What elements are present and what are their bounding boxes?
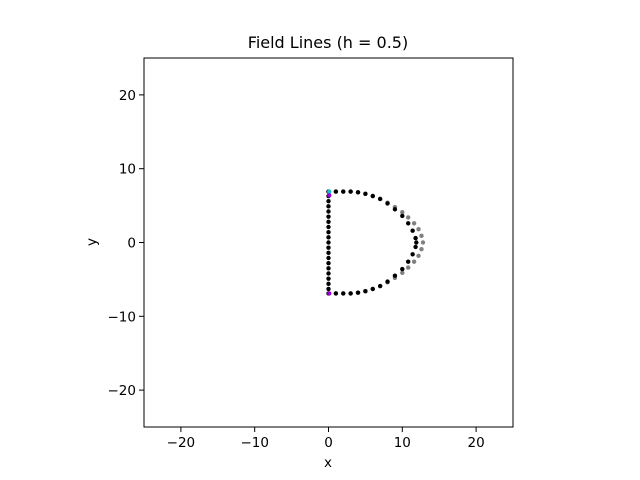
series-0-point-16	[419, 246, 424, 252]
y-tick-label-2: 0	[127, 236, 136, 252]
series-1-point-12	[410, 228, 415, 233]
series-1-point-9	[392, 207, 398, 212]
axis-ticks: −20 −10 0 10 20 −20 −10 0 10 20	[108, 88, 485, 451]
series-1-point-8	[385, 201, 390, 206]
series-1-point-13	[413, 235, 418, 241]
data-marks	[326, 189, 426, 296]
series-1-point-39	[326, 235, 331, 240]
series-1-point-44	[326, 209, 331, 214]
series-0-point-15	[420, 240, 426, 245]
series-0-point-12	[411, 221, 417, 226]
series-1-point-33	[326, 266, 331, 271]
series-1-point-43	[326, 214, 331, 219]
chart-title: Field Lines (h = 0.5)	[248, 33, 408, 52]
series-1-point-31	[326, 276, 331, 281]
x-tick-label-4: 20	[468, 435, 485, 451]
plot-frame	[143, 57, 514, 428]
x-axis-label: x	[324, 455, 332, 471]
series-1-point-15	[413, 244, 418, 250]
series-1-point-17	[406, 259, 411, 264]
series-0-point-19	[406, 265, 411, 270]
series-1-point-20	[385, 279, 390, 284]
series-1-point-24	[355, 290, 361, 295]
series-3-point-0	[327, 193, 332, 198]
series-1-point-18	[400, 266, 405, 272]
series-1-point-27	[333, 291, 339, 296]
series-1-point-21	[377, 283, 383, 289]
series-1-point-16	[410, 252, 415, 257]
series-1-point-7	[377, 196, 383, 202]
series-1-point-11	[406, 221, 411, 226]
series-1-point-3	[348, 189, 353, 194]
series-1-point-30	[326, 281, 331, 287]
series-1-point-35	[326, 255, 331, 261]
series-1-point-14	[414, 240, 419, 245]
series-1-point-25	[348, 291, 353, 296]
x-tick-label-2: 0	[324, 435, 333, 451]
series-1-point-34	[326, 260, 331, 266]
series-0-point-20	[400, 270, 405, 275]
series-3-point-1	[327, 291, 332, 296]
series-0-point-11	[406, 215, 411, 220]
series-1-point-22	[370, 286, 375, 292]
series-1-point-2	[341, 189, 346, 194]
series-1-point-10	[400, 213, 405, 219]
y-axis-label: y	[84, 238, 100, 246]
series-1-point-42	[326, 219, 331, 225]
series-0-point-18	[411, 259, 417, 264]
series-0-point-10	[400, 210, 405, 215]
series-1-point-26	[341, 291, 346, 296]
series-1-point-19	[392, 273, 398, 278]
series-1-point-38	[326, 240, 331, 245]
series-0-point-17	[416, 253, 421, 258]
series-0-point-14	[419, 233, 424, 239]
series-1-point-4	[355, 190, 361, 195]
series-1-point-45	[326, 204, 331, 209]
series-1-point-37	[326, 245, 331, 250]
series-1-point-36	[326, 250, 331, 256]
y-tick-label-0: −20	[108, 383, 137, 399]
x-tick-label-1: −10	[240, 435, 269, 451]
series-1-point-32	[326, 271, 331, 276]
series-1-point-40	[326, 229, 331, 235]
x-tick-label-3: 10	[394, 435, 411, 451]
series-1-point-29	[326, 286, 331, 292]
series-1-point-46	[326, 198, 331, 204]
series-1-point-1	[333, 189, 339, 194]
series-0-point-13	[416, 227, 421, 232]
series-1-point-41	[326, 224, 331, 230]
series-1-point-6	[370, 193, 375, 199]
x-tick-label-0: −20	[167, 435, 196, 451]
series-1-point-23	[363, 289, 368, 294]
y-tick-label-1: −10	[108, 309, 137, 325]
series-1-point-5	[363, 191, 368, 196]
y-tick-label-3: 10	[119, 162, 136, 178]
y-tick-label-4: 20	[119, 88, 136, 104]
series-2-point-0	[327, 189, 332, 194]
